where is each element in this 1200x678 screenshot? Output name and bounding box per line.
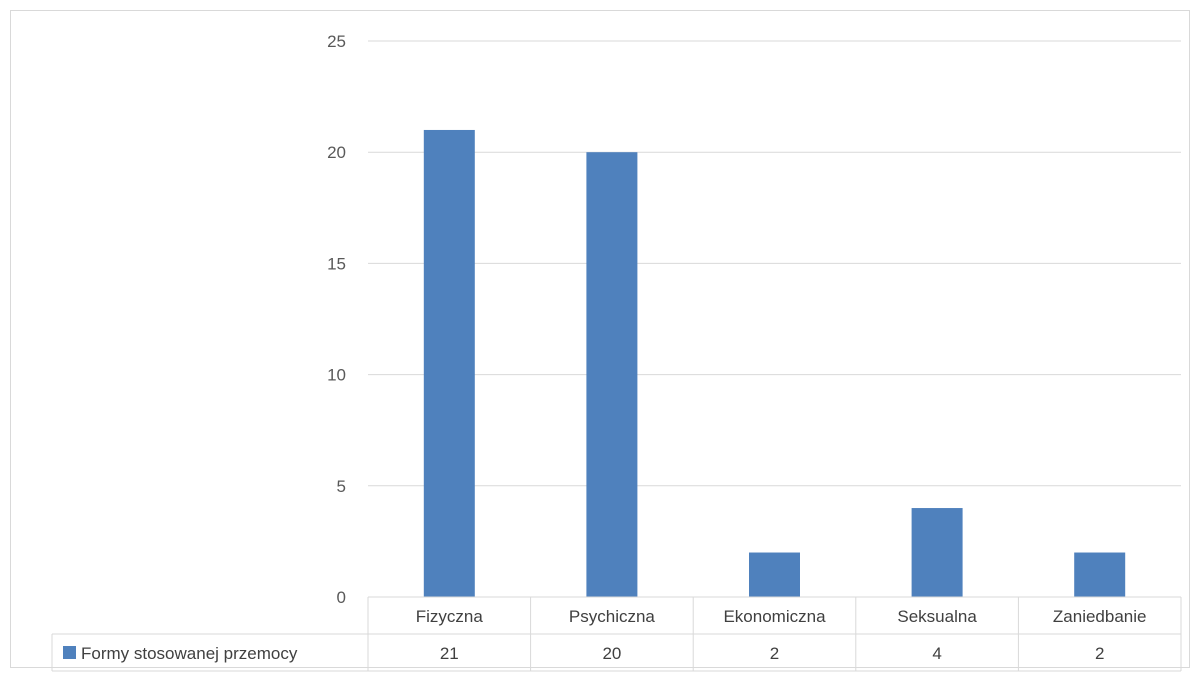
y-tick-label-15: 15 xyxy=(327,254,346,273)
table-value-zaniedbanie: 2 xyxy=(1095,644,1104,663)
table-value-fizyczna: 21 xyxy=(440,644,459,663)
bars xyxy=(423,129,1126,597)
y-tick-label-5: 5 xyxy=(337,477,346,496)
bar-psychiczna xyxy=(586,152,638,597)
y-tick-label-20: 20 xyxy=(327,143,346,162)
data-table: Fizyczna Psychiczna Ekonomiczna Seksualna Za… xyxy=(51,596,1182,672)
table-value-seksualna: 4 xyxy=(932,644,941,663)
y-axis-ticks: 0 5 10 15 20 25 xyxy=(327,32,346,607)
category-label-fizyczna: Fizyczna xyxy=(416,607,484,626)
table-value-psychiczna: 20 xyxy=(602,644,621,663)
category-label-psychiczna: Psychiczna xyxy=(569,607,656,626)
y-tick-label-0: 0 xyxy=(337,588,346,607)
category-label-seksualna: Seksualna xyxy=(897,607,977,626)
y-tick-label-25: 25 xyxy=(327,32,346,51)
table-value-ekonomiczna: 2 xyxy=(770,644,779,663)
gridlines xyxy=(368,40,1181,487)
y-tick-label-10: 10 xyxy=(327,366,346,385)
bar-fizyczna xyxy=(423,129,475,597)
bar-zaniedbanie xyxy=(1074,552,1126,597)
legend-swatch xyxy=(63,646,76,659)
bar-ekonomiczna xyxy=(749,552,800,597)
bar-seksualna xyxy=(911,508,963,597)
category-label-zaniedbanie: Zaniedbanie xyxy=(1053,607,1147,626)
category-label-ekonomiczna: Ekonomiczna xyxy=(723,607,826,626)
legend-series-name: Formy stosowanej przemocy xyxy=(81,644,298,663)
